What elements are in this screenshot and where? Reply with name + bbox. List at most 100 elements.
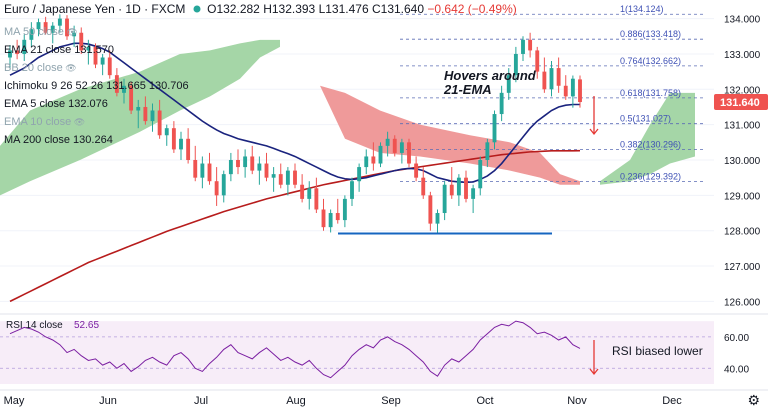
eye-hidden-icon[interactable]: 👁 bbox=[63, 27, 78, 37]
x-tick-label: Jun bbox=[99, 395, 117, 407]
indicator-value: 132.076 bbox=[68, 98, 108, 110]
ohlc-low: L131.476 bbox=[318, 2, 369, 16]
candle-body bbox=[307, 188, 312, 199]
candle-body bbox=[36, 22, 41, 30]
y-tick-label: 127.000 bbox=[724, 262, 761, 273]
candle-body bbox=[43, 22, 48, 33]
x-tick-label: Oct bbox=[476, 395, 493, 407]
candle-body bbox=[207, 163, 212, 182]
gear-icon[interactable]: ⚙ bbox=[747, 392, 760, 408]
rsi-value: 52.65 bbox=[74, 320, 99, 331]
rsi-band bbox=[0, 321, 714, 384]
chart-header: Euro / Japanese Yen · 1D · FXCM O132.282… bbox=[4, 2, 517, 16]
candle-body bbox=[293, 170, 297, 185]
candle-body bbox=[435, 213, 440, 224]
candle-body bbox=[171, 128, 176, 150]
candle-body bbox=[264, 163, 269, 178]
ohlc-change: −0.642 (−0.49%) bbox=[427, 2, 517, 16]
indicator-value: 131.665 130.706 bbox=[106, 80, 189, 92]
rsi-tick-label: 60.00 bbox=[724, 333, 749, 344]
candle-body bbox=[464, 177, 468, 199]
candle-body bbox=[150, 110, 155, 122]
candle-body bbox=[506, 75, 511, 93]
candle-body bbox=[485, 142, 490, 160]
indicator-row[interactable]: Ichimoku 9 26 52 26 131.665 130.706 bbox=[4, 80, 189, 92]
candle-body bbox=[72, 32, 77, 37]
candle-body bbox=[193, 160, 198, 178]
candle-body bbox=[50, 25, 55, 33]
ma200-line bbox=[9, 149, 581, 303]
indicator-label: EMA 10 close bbox=[4, 116, 72, 128]
fib-level-label: 0.618(131.758) bbox=[620, 88, 681, 98]
y-tick-label: 130.000 bbox=[724, 156, 761, 167]
candle-body bbox=[421, 177, 426, 196]
candle-body bbox=[449, 184, 454, 196]
candle-body bbox=[499, 92, 504, 115]
indicator-row[interactable]: EMA 5 close 132.076 bbox=[4, 98, 108, 110]
candle-body bbox=[107, 57, 112, 76]
candle-body bbox=[57, 18, 62, 26]
rsi-line bbox=[9, 320, 581, 379]
indicator-row[interactable]: BB 20 close 👁 bbox=[4, 62, 77, 74]
indicator-row[interactable]: EMA 21 close 131.570 bbox=[4, 44, 114, 56]
indicator-row[interactable]: MA 50 close 👁 bbox=[4, 26, 78, 38]
eye-icon[interactable] bbox=[192, 3, 202, 13]
candle-body bbox=[114, 75, 119, 93]
indicator-label: MA 200 close bbox=[4, 134, 71, 146]
fib-level-label: 0.886(133.418) bbox=[620, 29, 681, 39]
candle-body bbox=[143, 106, 148, 122]
candle-body bbox=[478, 160, 483, 189]
candle-body bbox=[221, 174, 226, 196]
price-down-arrow-head bbox=[589, 128, 599, 136]
x-tick-label: Jul bbox=[194, 395, 208, 407]
indicator-row[interactable]: EMA 10 close 👁 bbox=[4, 116, 85, 128]
y-tick-label: 133.000 bbox=[724, 50, 761, 61]
eye-hidden-icon[interactable]: 👁 bbox=[62, 63, 77, 73]
candle-body bbox=[93, 46, 98, 65]
candle-body bbox=[65, 18, 69, 37]
candle-body bbox=[357, 167, 362, 182]
y-tick-label: 134.000 bbox=[724, 15, 761, 26]
candle-body bbox=[442, 184, 447, 214]
y-tick-label: 131.000 bbox=[724, 121, 761, 132]
indicator-row[interactable]: MA 200 close 130.264 bbox=[4, 134, 113, 146]
candle-body bbox=[350, 181, 354, 199]
candle-body bbox=[535, 50, 540, 72]
x-tick-label: Aug bbox=[286, 395, 306, 407]
candle-body bbox=[228, 160, 233, 175]
candle-body bbox=[257, 163, 262, 171]
hover-annotation: Hovers around bbox=[444, 68, 537, 83]
candle-body bbox=[321, 209, 326, 228]
candle-body bbox=[528, 39, 533, 51]
price-tag-bg bbox=[714, 94, 768, 111]
candle-body bbox=[342, 198, 347, 221]
candle-body bbox=[100, 57, 105, 65]
candle-body bbox=[456, 177, 461, 196]
candle-body bbox=[15, 50, 20, 54]
candle-body bbox=[136, 106, 141, 111]
candle-body bbox=[157, 110, 162, 136]
rsi-legend: RSI 14 close bbox=[6, 320, 63, 331]
ichimoku-cloud-bullish bbox=[0, 39, 280, 196]
hover-annotation: 21-EMA bbox=[443, 82, 492, 97]
candle-body bbox=[364, 156, 369, 168]
candle-body bbox=[428, 195, 433, 224]
indicator-value: 131.570 bbox=[74, 44, 115, 56]
indicator-label: EMA 21 close bbox=[4, 44, 72, 56]
eye-hidden-icon[interactable]: 👁 bbox=[71, 117, 86, 127]
candle-body bbox=[314, 188, 319, 210]
candle-body bbox=[563, 85, 568, 97]
candle-body bbox=[407, 142, 411, 164]
x-tick-label: May bbox=[4, 395, 25, 407]
candle-body bbox=[399, 142, 404, 153]
symbol-title: Euro / Japanese Yen · 1D · FXCM bbox=[4, 2, 186, 16]
candle-body bbox=[578, 79, 582, 103]
candle-body bbox=[414, 163, 419, 178]
candle-body bbox=[236, 160, 240, 168]
candle-body bbox=[271, 174, 276, 178]
candle-body bbox=[513, 53, 518, 76]
candle-body bbox=[86, 46, 91, 51]
x-tick-label: Nov bbox=[567, 395, 587, 407]
